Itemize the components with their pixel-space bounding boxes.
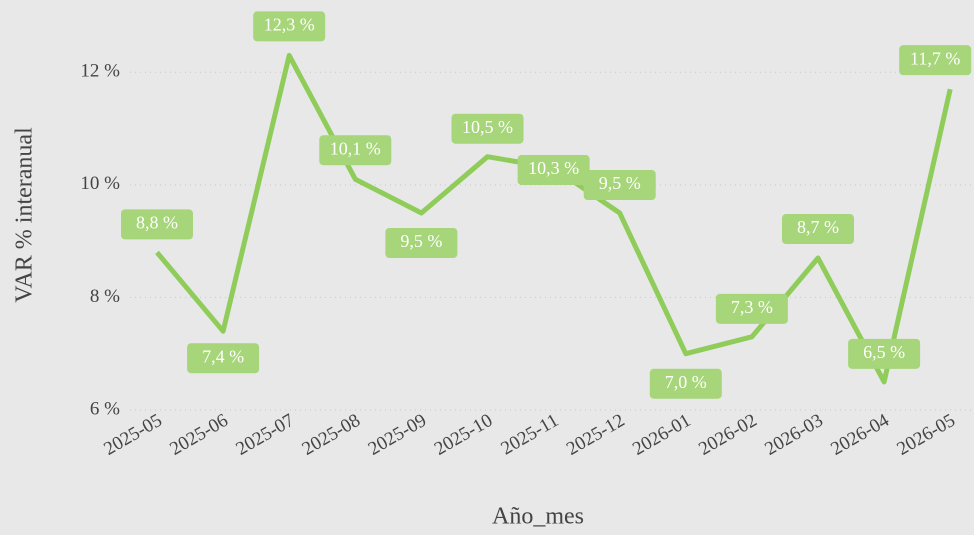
data-label-text: 11,7 %	[910, 48, 960, 68]
data-label: 7,3 %	[715, 293, 788, 324]
data-label: 10,3 %	[517, 154, 590, 185]
data-label-text: 6,5 %	[863, 342, 905, 362]
data-label-box	[187, 343, 260, 374]
data-label-box	[583, 170, 656, 200]
data-label-box	[899, 45, 972, 76]
y-tick-label: 12 %	[80, 61, 120, 82]
data-label-box	[253, 11, 326, 42]
data-label-text: 10,5 %	[462, 117, 513, 137]
data-label: 8,7 %	[782, 214, 854, 245]
data-label-box	[385, 228, 458, 258]
data-label-box	[517, 154, 590, 185]
y-axis-title: VAR % interanual	[12, 127, 38, 303]
y-tick-label: 8 %	[90, 286, 120, 307]
data-label: 9,5 %	[385, 228, 458, 258]
data-label-box	[848, 338, 921, 369]
data-label-text: 7,0 %	[665, 372, 707, 392]
data-label-text: 12,3 %	[264, 15, 315, 35]
x-axis-title: Año_mes	[492, 504, 584, 530]
data-label-box	[715, 293, 788, 324]
data-label: 7,0 %	[649, 368, 722, 399]
data-label-text: 8,7 %	[797, 217, 839, 237]
data-label-box	[319, 135, 392, 166]
y-tick-label: 6 %	[90, 398, 120, 419]
data-label-text: 7,4 %	[202, 346, 244, 366]
data-label: 10,1 %	[319, 135, 392, 166]
y-tick-label: 10 %	[80, 173, 120, 194]
data-label-text: 7,3 %	[731, 297, 773, 317]
data-label-box	[782, 214, 854, 245]
data-label-box	[451, 113, 524, 144]
data-label-text: 10,3 %	[528, 158, 579, 178]
data-label-text: 8,8 %	[136, 213, 178, 233]
data-label: 10,5 %	[451, 113, 524, 144]
data-label: 7,4 %	[187, 343, 260, 374]
data-label: 8,8 %	[121, 209, 193, 240]
data-label: 12,3 %	[253, 11, 326, 42]
data-label-text: 10,1 %	[330, 138, 381, 158]
data-label: 6,5 %	[848, 338, 921, 369]
data-label-box	[649, 368, 722, 399]
data-label: 11,7 %	[899, 45, 972, 76]
data-label-box	[121, 209, 193, 240]
data-label-text: 9,5 %	[599, 173, 641, 193]
data-label: 9,5 %	[583, 170, 656, 200]
data-label-text: 9,5 %	[400, 231, 442, 251]
